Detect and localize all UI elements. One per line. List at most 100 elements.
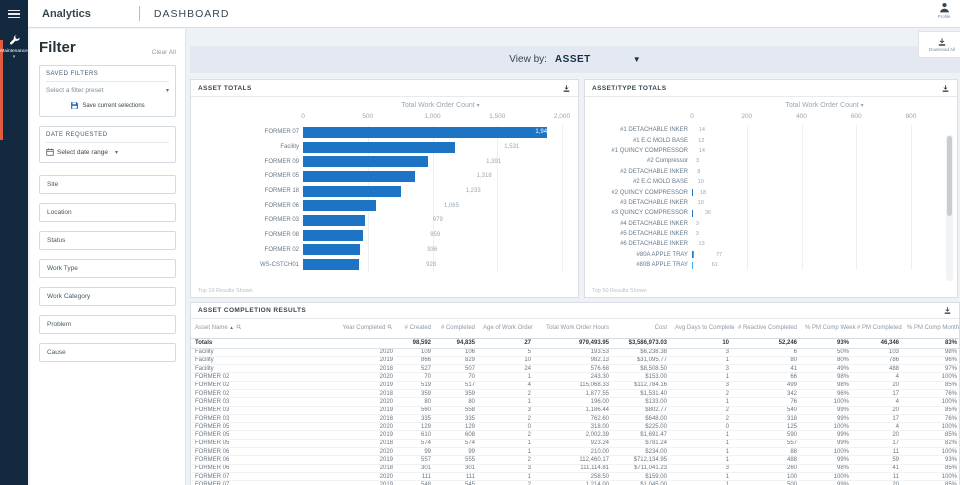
bar[interactable] [692,168,694,176]
column-header-avg-days-to-complete[interactable]: Avg Days to Complete [671,319,735,339]
profile-button[interactable]: Profile [924,1,960,19]
category-axis: #1 DETACHABLE INKER #1 E.C MOLD BASE #1 QU… [585,125,692,270]
bar[interactable] [303,200,441,212]
sort-asc-icon[interactable]: ▲ [229,324,234,330]
bar[interactable] [303,259,423,271]
bar-value-label: 61 [711,262,718,269]
filter-section-problem[interactable]: Problem [39,315,176,334]
metric-chevron-down-icon[interactable]: ▾ [476,103,480,109]
column-header--completed[interactable]: # Completed [435,319,479,339]
bar[interactable] [692,231,693,238]
table-cell: 193.53 [535,348,613,357]
table-cell: $3,586,973.03 [613,338,671,349]
table-cell: 70 [397,372,435,382]
bar[interactable] [303,156,483,168]
wrench-icon [9,35,20,45]
x-axis-title: Total Work Order Count ▾ [785,102,864,109]
bar[interactable] [692,137,695,145]
gridline [856,125,858,271]
table-cell: 574 [435,439,479,449]
bar[interactable] [692,209,702,217]
column-header--created[interactable]: # Created [397,319,435,339]
bar-value-label: 1,318 [476,173,492,180]
column-header--pm-comp-week[interactable]: % PM Comp Week [801,319,856,339]
bar[interactable] [303,141,501,153]
column-header-year-completed[interactable]: Year Completed [321,319,397,339]
table-cell: 4 [479,381,535,391]
table-cell: 46,346 [853,338,903,349]
download-all-button[interactable]: Download All [918,31,960,58]
table-cell: 100% [903,472,960,482]
saved-filters-label: SAVED FILTERS [46,71,99,77]
bar[interactable] [303,244,424,256]
column-header-total-work-order-hours[interactable]: Total Work Order Hours [535,319,613,339]
bar[interactable] [303,126,554,138]
metric-chevron-down-icon[interactable]: ▾ [860,103,864,109]
download-icon[interactable] [562,84,571,93]
column-header-age-of-work-order[interactable]: Age of Work Order [479,319,535,339]
bar[interactable] [692,261,709,269]
filter-section-status[interactable]: Status [39,231,176,250]
bar-row: 77 [692,250,911,260]
table-cell: 97% [903,364,960,374]
filter-section-work-type[interactable]: Work Type [39,259,176,278]
table-cell: 111,114.81 [535,464,613,473]
column-header--pm-completed[interactable]: # PM Completed [853,319,903,339]
table-row: Facility 2020 109 106 5 193.53 $6,238.38 3 6 50% 1… [191,348,960,357]
active-nav-indicator [0,40,3,140]
clear-all-link[interactable]: Clear All [151,49,176,56]
filter-section-site[interactable]: Site [39,175,176,194]
table-cell: $8,508.50 [613,364,671,374]
download-icon[interactable] [943,306,952,315]
table-cell: Facility [191,364,321,374]
view-by-value[interactable]: ASSET [554,54,591,65]
filter-section-cause[interactable]: Cause [39,343,176,362]
bar[interactable] [692,126,696,134]
search-icon[interactable] [236,324,242,330]
chart-scrollbar[interactable] [946,135,953,281]
bar[interactable] [692,147,696,155]
scrollbar-thumb[interactable] [947,136,952,217]
bar[interactable] [692,189,697,197]
bar[interactable] [692,220,693,227]
bar-value-label: 14 [698,127,705,134]
table-cell: 610 [397,430,435,440]
bar[interactable] [303,214,430,226]
column-header--reactive-completed[interactable]: # Reactive Completed [733,319,801,339]
column-header-asset-name[interactable]: Asset Name ▲ [191,319,321,339]
bar[interactable] [692,158,693,165]
bar[interactable] [692,240,696,248]
filter-section-location[interactable]: Location [39,203,176,222]
table-cell: 106 [435,348,479,357]
table-cell: 98,592 [397,338,435,349]
bar-segment [303,185,402,197]
bar[interactable] [303,229,427,241]
date-range-select[interactable]: Select date range ▾ [46,148,169,156]
bar[interactable] [303,170,474,182]
hamburger-menu-icon[interactable] [0,0,28,28]
search-icon[interactable] [387,324,393,330]
column-header-cost[interactable]: Cost [613,319,671,339]
bar[interactable] [303,185,463,197]
table-cell: FORMER 03 [191,414,321,424]
table-cell: 80 [435,397,479,407]
sidebar-item-maintenance[interactable]: Maintenance ▾ [0,34,28,60]
table-cell: 2019 [321,381,397,391]
chevron-down-icon[interactable]: ▼ [632,55,641,64]
table-cell: 866 [397,356,435,366]
table-cell: 258.50 [535,472,613,482]
filter-section-work-category[interactable]: Work Category [39,287,176,306]
bar[interactable] [692,199,695,207]
table-cell: $31,095.77 [613,356,671,366]
bar[interactable] [692,251,713,259]
download-icon[interactable] [941,84,950,93]
totals-row: Totals 98,592 94,835 27 979,493.95 $3,586,973… [191,338,960,349]
column-header--pm-comp-month[interactable]: % PM Comp Month [903,319,960,339]
tab-dashboard[interactable]: DASHBOARD [153,7,230,20]
save-selections-button[interactable]: Save current selections [46,101,169,110]
bar-row: 979 [303,213,562,228]
category-label: #3 DETACHABLE INKER [620,199,688,206]
filter-preset-select[interactable]: Select a filter preset ▾ [46,87,169,94]
bar[interactable] [692,178,695,186]
table-cell: 979,493.95 [535,338,613,349]
